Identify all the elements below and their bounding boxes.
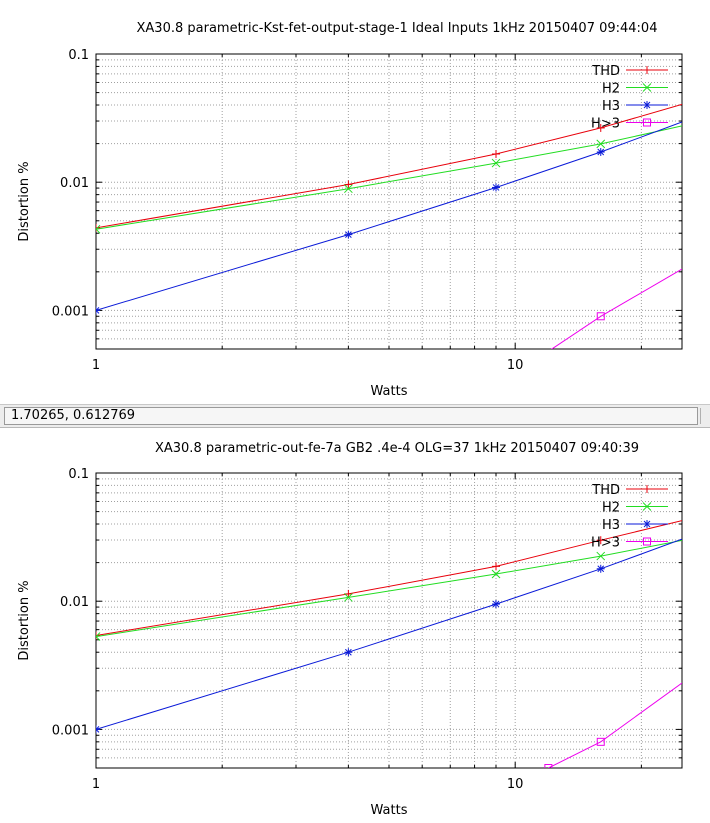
data-point-h2 bbox=[344, 593, 353, 602]
data-point-h3 bbox=[492, 183, 501, 192]
chart-title: XA30.8 parametric-Kst-fet-output-stage-1… bbox=[137, 21, 658, 36]
y-tick-label: 0.001 bbox=[52, 304, 89, 319]
legend-label: H2 bbox=[602, 82, 620, 97]
y-tick-label: 0.01 bbox=[60, 176, 89, 191]
x-tick-label: 1 bbox=[92, 777, 100, 792]
data-point-thd bbox=[96, 223, 100, 232]
x-tick-label: 1 bbox=[92, 358, 100, 373]
y-tick-label: 0.1 bbox=[68, 48, 89, 63]
top-plot-window[interactable]: XA30.8 parametric-Kst-fet-output-stage-1… bbox=[0, 0, 710, 404]
data-point-thd bbox=[596, 536, 605, 545]
data-point-hgt3 bbox=[596, 737, 605, 746]
x-tick-label: 10 bbox=[507, 777, 524, 792]
legend-label: H3 bbox=[602, 518, 620, 533]
legend-marker bbox=[642, 83, 652, 92]
legend-label: H>3 bbox=[591, 536, 620, 551]
data-point-thd bbox=[492, 562, 501, 571]
series-line-hgt3 bbox=[548, 682, 682, 768]
legend-label: THD bbox=[591, 64, 620, 79]
legend-marker bbox=[643, 485, 651, 493]
data-point-hgt3 bbox=[596, 312, 605, 321]
data-point-h3 bbox=[596, 148, 605, 157]
legend-marker bbox=[643, 520, 651, 528]
data-point-h3 bbox=[96, 725, 100, 734]
data-point-thd bbox=[492, 149, 501, 158]
legend-label: H>3 bbox=[591, 117, 620, 132]
y-tick-label: 0.01 bbox=[60, 595, 89, 610]
legend-label: H3 bbox=[602, 99, 620, 114]
grid-lines bbox=[96, 54, 682, 349]
data-point-h3 bbox=[96, 306, 100, 315]
data-point-h3 bbox=[344, 648, 353, 657]
data-point-hgt3 bbox=[544, 764, 553, 768]
legend-item-h2: H2 bbox=[602, 82, 668, 97]
legend: THD H2 H3 H>3 bbox=[591, 64, 668, 132]
x-axis-label: Watts bbox=[371, 384, 408, 399]
grid-lines bbox=[96, 473, 682, 768]
top-distortion-chart[interactable]: XA30.8 parametric-Kst-fet-output-stage-1… bbox=[0, 0, 710, 404]
legend-label: H2 bbox=[602, 501, 620, 516]
data-point-h2 bbox=[596, 551, 606, 561]
chart-title: XA30.8 parametric-out-fe-7a GB2 .4e-4 OL… bbox=[155, 441, 639, 456]
data-point-thd bbox=[344, 589, 353, 598]
y-axis-label: Distortion % bbox=[17, 161, 32, 241]
legend-item-hgt3: H>3 bbox=[591, 536, 668, 551]
plot-frame bbox=[95, 53, 683, 350]
data-point-thd bbox=[596, 123, 605, 132]
data-point-h3 bbox=[596, 564, 605, 573]
y-axis-label: Distortion % bbox=[17, 580, 32, 660]
series-group bbox=[96, 520, 682, 768]
x-tick-label: 10 bbox=[507, 358, 524, 373]
data-point-h2 bbox=[96, 224, 101, 234]
series-line-h3 bbox=[96, 538, 682, 730]
y-tick-label: 0.001 bbox=[52, 723, 89, 738]
legend-item-thd: THD bbox=[591, 483, 668, 498]
legend-item-h2: H2 bbox=[602, 501, 668, 516]
data-point-thd bbox=[344, 180, 353, 189]
legend-marker bbox=[643, 101, 651, 109]
coordinates-readout: 1.70265, 0.612769 bbox=[4, 407, 698, 425]
legend-item-h3: H3 bbox=[602, 99, 668, 114]
legend-item-thd: THD bbox=[591, 64, 668, 79]
data-point-h3 bbox=[492, 600, 501, 609]
data-point-h2 bbox=[491, 569, 501, 579]
bottom-distortion-chart[interactable]: XA30.8 parametric-out-fe-7a GB2 .4e-4 OL… bbox=[0, 428, 710, 823]
legend-label: THD bbox=[591, 483, 620, 498]
data-point-h2 bbox=[96, 632, 101, 641]
y-tick-label: 0.1 bbox=[68, 467, 89, 482]
legend-item-h3: H3 bbox=[602, 518, 668, 533]
data-point-h2 bbox=[491, 158, 501, 168]
legend: THD H2 H3 H>3 bbox=[591, 483, 668, 551]
data-point-h2 bbox=[596, 139, 606, 149]
series-group bbox=[96, 103, 682, 349]
data-point-h3 bbox=[344, 230, 353, 239]
pane-resize-grip[interactable] bbox=[700, 408, 709, 424]
legend-marker bbox=[642, 502, 652, 511]
plot-frame bbox=[95, 472, 683, 769]
legend-marker bbox=[643, 118, 651, 127]
status-bar: 1.70265, 0.612769 bbox=[0, 404, 710, 428]
data-point-h2 bbox=[344, 184, 353, 194]
legend-marker bbox=[643, 66, 651, 74]
legend-marker bbox=[643, 537, 651, 546]
x-axis-label: Watts bbox=[371, 803, 408, 818]
series-line-hgt3 bbox=[550, 268, 682, 349]
bottom-plot-window[interactable]: XA30.8 parametric-out-fe-7a GB2 .4e-4 OL… bbox=[0, 428, 710, 823]
legend-item-hgt3: H>3 bbox=[591, 117, 668, 132]
data-point-thd bbox=[96, 631, 100, 640]
